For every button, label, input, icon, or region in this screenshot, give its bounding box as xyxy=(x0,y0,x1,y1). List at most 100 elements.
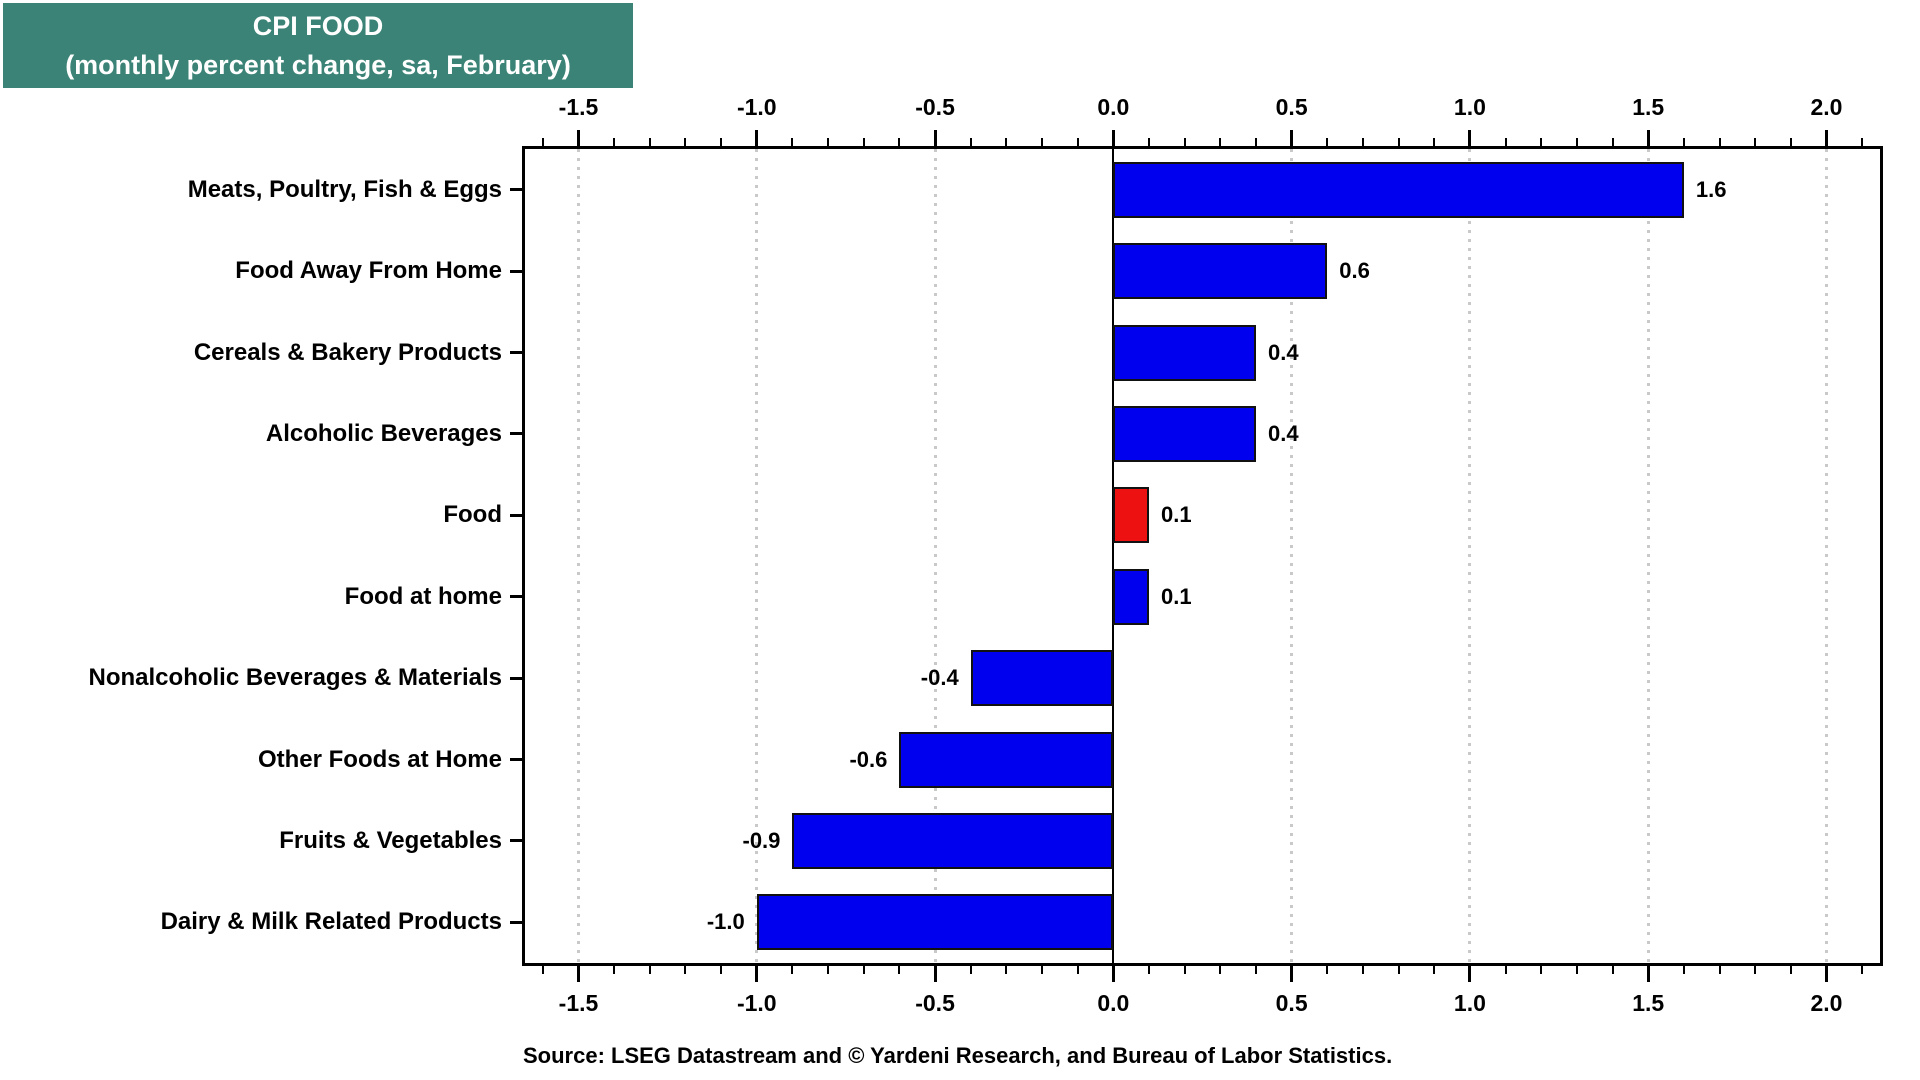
category-label: Food at home xyxy=(344,582,502,610)
x-axis-minor-tick xyxy=(791,138,794,146)
x-axis-major-tick xyxy=(1468,966,1472,982)
bar-value-label: -0.6 xyxy=(849,746,888,772)
x-axis-minor-tick xyxy=(791,966,794,974)
x-axis-tick-label: 0.0 xyxy=(1097,94,1130,120)
x-axis-minor-tick xyxy=(1682,138,1685,146)
x-axis-top-tick-labels: -1.5 -1.0 -0.5 0.0 0.5 1.0 1.5 2.0 xyxy=(525,92,1880,122)
x-axis-tick-label: -1.5 xyxy=(558,990,599,1016)
x-axis-minor-tick xyxy=(1575,966,1578,974)
x-axis-tick-label: 1.0 xyxy=(1453,990,1486,1016)
x-axis-major-tick xyxy=(1646,130,1650,146)
category-label: Food Away From Home xyxy=(235,257,502,285)
bar-value-label: 0.4 xyxy=(1267,420,1299,446)
bar-positive xyxy=(1113,487,1149,544)
x-axis-tick-label: 0.5 xyxy=(1275,990,1308,1016)
x-axis-minor-tick xyxy=(1076,138,1079,146)
x-axis-major-tick xyxy=(1825,130,1828,146)
x-axis-minor-tick xyxy=(1789,966,1792,974)
bar-value-label: -0.4 xyxy=(920,665,959,691)
category-label: Alcoholic Beverages xyxy=(265,419,502,447)
x-axis-minor-tick xyxy=(648,966,651,974)
zero-axis-line xyxy=(1112,149,1115,963)
x-axis-minor-tick xyxy=(684,138,687,146)
bar-positive xyxy=(1113,243,1328,300)
x-axis-major-tick xyxy=(576,130,580,146)
bar-value-label: 0.1 xyxy=(1161,583,1192,609)
x-axis-major-tick xyxy=(1468,130,1472,146)
x-axis-major-tick xyxy=(1646,966,1650,982)
x-axis-minor-tick xyxy=(1504,966,1507,974)
x-axis-minor-tick xyxy=(1148,138,1150,146)
chart-title: CPI FOOD xyxy=(252,10,384,41)
x-axis-minor-tick xyxy=(1754,138,1757,146)
x-axis-minor-tick xyxy=(1183,138,1186,146)
gridline xyxy=(1825,149,1828,963)
x-axis-minor-tick xyxy=(969,966,972,974)
chart-title-box: CPI FOOD (monthly percent change, sa, Fe… xyxy=(3,3,633,88)
x-axis-minor-tick xyxy=(1397,138,1400,146)
x-axis-minor-tick xyxy=(1005,966,1008,974)
gridline xyxy=(933,149,937,963)
x-axis-tick-label: 0.5 xyxy=(1275,94,1308,120)
category-tick xyxy=(510,920,522,924)
x-axis-minor-tick xyxy=(862,966,865,974)
gridline xyxy=(755,149,759,963)
category-label: Fruits & Vegetables xyxy=(279,826,502,854)
x-axis-minor-tick xyxy=(541,966,544,974)
x-axis-minor-tick xyxy=(898,966,901,974)
x-axis-major-tick xyxy=(755,966,759,982)
x-axis-major-tick xyxy=(933,130,937,146)
x-axis-minor-tick xyxy=(1789,138,1792,146)
x-axis-minor-tick xyxy=(1540,138,1543,146)
x-axis-bottom-tick-labels: -1.5 -1.0 -0.5 0.0 0.5 1.0 1.5 2.0 xyxy=(525,988,1880,1018)
category-tick xyxy=(510,839,522,843)
x-axis-major-tick xyxy=(933,966,937,982)
x-axis-minor-tick xyxy=(969,138,972,146)
x-axis-minor-tick xyxy=(1433,138,1436,146)
gridline xyxy=(1468,149,1472,963)
x-axis-minor-tick xyxy=(1219,138,1222,146)
source-attribution: Source: LSEG Datastream and © Yardeni Re… xyxy=(523,1043,1393,1068)
x-axis-tick-label: 2.0 xyxy=(1810,990,1843,1016)
category-axis-ticks xyxy=(510,149,522,963)
x-axis-minor-tick xyxy=(1326,966,1329,974)
x-axis-top-ticks xyxy=(525,130,1880,146)
category-tick xyxy=(510,676,522,680)
bar-positive xyxy=(1113,161,1684,218)
category-tick xyxy=(510,595,522,599)
x-axis-minor-tick xyxy=(1397,966,1400,974)
chart-subtitle: (monthly percent change, sa, February) xyxy=(65,49,571,80)
category-tick xyxy=(510,188,522,192)
bar-positive xyxy=(1113,324,1256,381)
x-axis-minor-tick xyxy=(1361,966,1364,974)
x-axis-minor-tick xyxy=(1254,138,1257,146)
x-axis-tick-label: -0.5 xyxy=(915,990,955,1016)
x-axis-minor-tick xyxy=(1219,966,1222,974)
x-axis-minor-tick xyxy=(720,966,723,974)
category-label: Dairy & Milk Related Products xyxy=(160,908,502,936)
x-axis-minor-tick xyxy=(684,966,687,974)
bar-negative xyxy=(756,894,1114,951)
bar-positive xyxy=(1113,405,1256,462)
x-axis-major-tick xyxy=(1290,130,1294,146)
x-axis-minor-tick xyxy=(1718,138,1721,146)
x-axis-minor-tick xyxy=(827,966,830,974)
category-tick xyxy=(510,758,522,761)
x-axis-major-tick xyxy=(576,966,580,982)
x-axis-tick-label: -1.0 xyxy=(736,990,777,1016)
x-axis-minor-tick xyxy=(1540,966,1543,974)
x-axis-tick-label: -0.5 xyxy=(915,94,955,120)
bar-value-label: -1.0 xyxy=(706,909,745,935)
bar-value-label: 0.6 xyxy=(1339,258,1370,284)
x-axis-minor-tick xyxy=(1504,138,1507,146)
x-axis-minor-tick xyxy=(648,138,651,146)
category-label: Cereals & Bakery Products xyxy=(193,338,502,366)
x-axis-tick-label: -1.5 xyxy=(558,94,599,120)
x-axis-minor-tick xyxy=(1076,966,1079,974)
x-axis-minor-tick xyxy=(1611,138,1614,146)
bar-value-label: -0.9 xyxy=(742,827,781,853)
x-axis-major-tick xyxy=(1111,966,1115,982)
gridline xyxy=(1646,149,1650,963)
bar-positive xyxy=(1113,568,1149,625)
